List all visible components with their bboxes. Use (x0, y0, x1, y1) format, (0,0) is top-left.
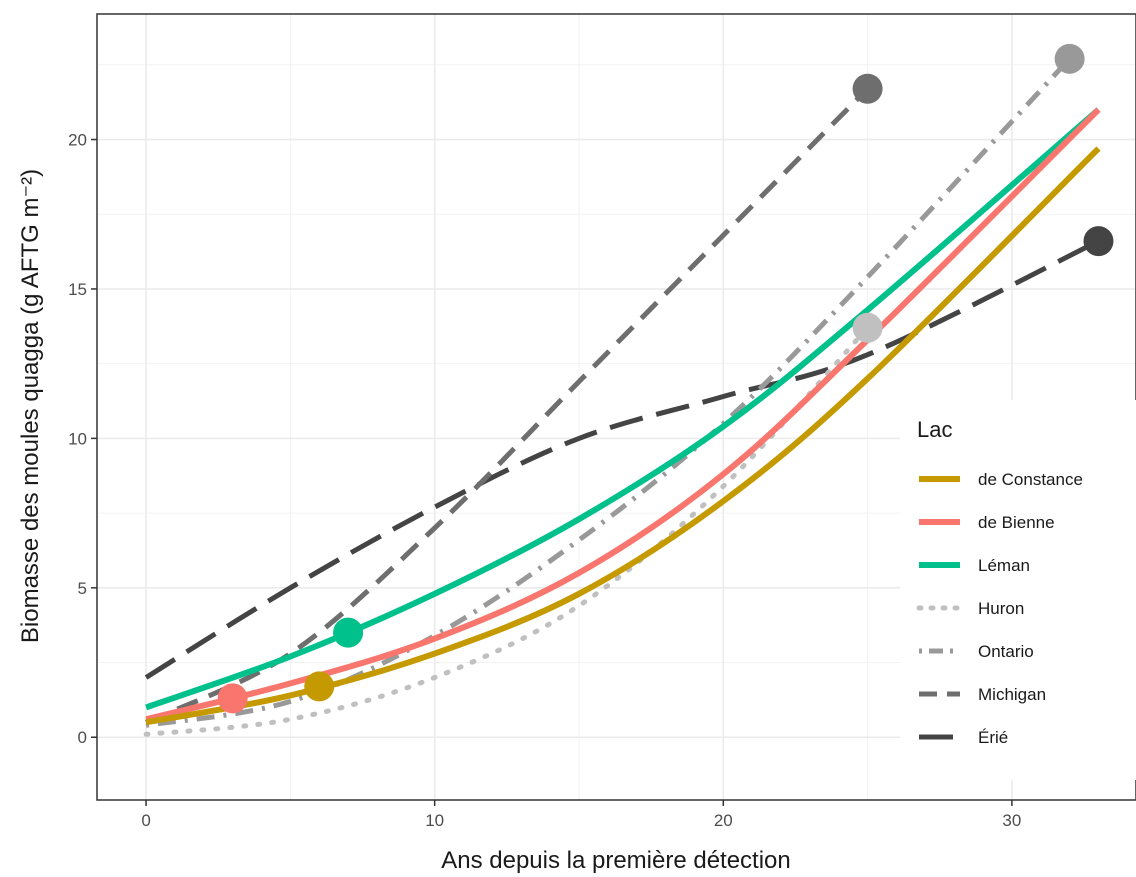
series-point-huron (852, 312, 883, 343)
legend: Lac de Constance de Bienne Léman Huron Ontar… (900, 400, 1136, 780)
y-axis-ticks: 0 5 10 15 20 (68, 131, 97, 747)
legend-label-michigan: Michigan (978, 685, 1046, 704)
legend-label-erie: Érié (978, 728, 1008, 747)
grid-major (97, 14, 1136, 800)
legend-label-de-constance: de Constance (978, 470, 1083, 489)
legend-items: de Constance de Bienne Léman Huron Ontario Mi… (916, 470, 1083, 747)
y-tick-label: 5 (78, 579, 87, 598)
series-point-leman (333, 617, 364, 648)
plot-border (96, 13, 1136, 801)
series-point-de-constance (304, 671, 335, 702)
series-line-de-constance (145, 146, 1101, 726)
series-line-leman (145, 107, 1101, 711)
x-tick-label: 30 (1002, 811, 1021, 830)
y-tick-label: 20 (68, 131, 87, 150)
legend-background (900, 400, 1136, 780)
series-line-de-bienne (145, 107, 1101, 723)
x-axis-title: Ans depuis la première détection (441, 847, 791, 874)
series-points (217, 43, 1114, 714)
series-point-michigan (852, 73, 883, 104)
y-axis-title: Biomasse des moules quagga (g AFTG m⁻²) (17, 169, 44, 643)
series-line-erie (144, 238, 1100, 680)
series-line-huron (143, 325, 871, 737)
y-tick-label: 15 (68, 280, 87, 299)
series-point-ontario (1054, 43, 1085, 74)
legend-title: Lac (917, 417, 952, 442)
series-point-erie (1083, 226, 1114, 257)
x-axis-ticks: 0 10 20 30 (141, 800, 1021, 830)
legend-label-huron: Huron (978, 599, 1024, 618)
y-tick-label: 0 (78, 728, 87, 747)
x-tick-label: 0 (141, 811, 150, 830)
y-tick-label: 10 (68, 429, 87, 448)
legend-label-ontario: Ontario (978, 642, 1034, 661)
legend-label-leman: Léman (978, 556, 1030, 575)
series-lines (143, 57, 1101, 737)
legend-label-de-bienne: de Bienne (978, 513, 1055, 532)
x-tick-label: 10 (425, 811, 444, 830)
series-point-de-bienne (217, 683, 248, 714)
x-tick-label: 20 (714, 811, 733, 830)
